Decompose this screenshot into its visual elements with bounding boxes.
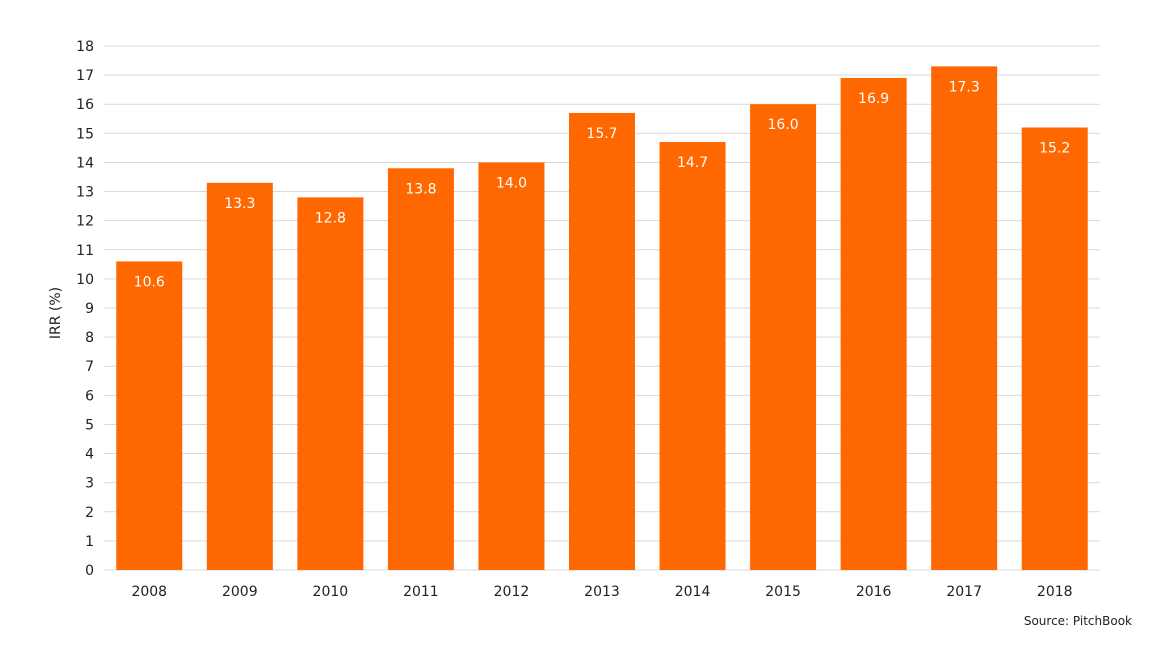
y-tick-label: 9 — [85, 301, 94, 317]
source-note: Source: PitchBook — [1023, 614, 1132, 628]
y-axis-label: IRR (%) — [48, 287, 64, 339]
y-tick-label: 4 — [85, 447, 94, 463]
x-tick-label: 2016 — [856, 584, 892, 600]
x-tick-label: 2015 — [765, 584, 801, 600]
y-tick-label: 10 — [76, 272, 94, 288]
x-tick-label: 2010 — [313, 584, 349, 600]
data-label-2008: 10.6 — [134, 274, 165, 290]
x-tick-label: 2011 — [403, 584, 439, 600]
data-label-2015: 16.0 — [768, 117, 799, 133]
y-tick-label: 3 — [85, 476, 94, 492]
bar-2008 — [116, 261, 183, 570]
data-label-2009: 13.3 — [224, 196, 255, 212]
y-tick-label: 5 — [85, 417, 94, 433]
bar-2015 — [750, 104, 817, 570]
data-label-2013: 15.7 — [586, 126, 617, 142]
bar-2017 — [931, 66, 998, 570]
data-label-2016: 16.9 — [858, 91, 889, 107]
y-tick-label: 2 — [85, 505, 94, 521]
x-tick-label: 2017 — [946, 584, 982, 600]
data-label-2017: 17.3 — [949, 79, 980, 95]
y-tick-label: 13 — [76, 185, 94, 201]
bar-2013 — [569, 112, 635, 570]
y-tick-label: 15 — [76, 126, 94, 142]
x-tick-label: 2018 — [1037, 584, 1073, 600]
data-label-2014: 14.7 — [677, 155, 708, 171]
bar-2012 — [478, 162, 545, 570]
x-tick-label: 2009 — [222, 584, 258, 600]
y-tick-label: 1 — [85, 534, 94, 550]
x-tick-label: 2013 — [584, 584, 620, 600]
y-tick-label: 12 — [76, 214, 94, 230]
y-tick-label: 16 — [76, 97, 94, 113]
data-label-2011: 13.8 — [405, 181, 436, 197]
bar-2009 — [206, 182, 273, 571]
y-tick-label: 6 — [85, 388, 94, 404]
y-tick-label: 18 — [76, 39, 94, 55]
y-tick-label: 11 — [76, 243, 94, 259]
bar-2016 — [840, 78, 907, 571]
bar-2014 — [659, 142, 726, 571]
data-label-2018: 15.2 — [1039, 141, 1070, 157]
x-axis-ticks: 2008 2009 2010 2011 2012 2013 2014 2015 2016 2017… — [131, 584, 1072, 600]
y-tick-label: 17 — [76, 68, 94, 84]
x-tick-label: 2012 — [494, 584, 530, 600]
y-tick-label: 0 — [85, 563, 94, 579]
x-tick-label: 2014 — [675, 584, 711, 600]
bar-2011 — [387, 168, 454, 570]
y-tick-label: 14 — [76, 155, 94, 171]
data-labels: 10.6 13.3 12.8 13.8 14.0 15.7 14.7 16.0 16.9 17.3… — [134, 79, 1071, 290]
bar-2018 — [1021, 127, 1088, 570]
y-tick-label: 7 — [85, 359, 94, 375]
data-label-2010: 12.8 — [315, 210, 346, 226]
y-tick-label: 8 — [85, 330, 94, 346]
data-label-2012: 14.0 — [496, 175, 527, 191]
bar-2010 — [297, 197, 364, 570]
x-tick-label: 2008 — [131, 584, 167, 600]
bars — [116, 66, 1088, 571]
